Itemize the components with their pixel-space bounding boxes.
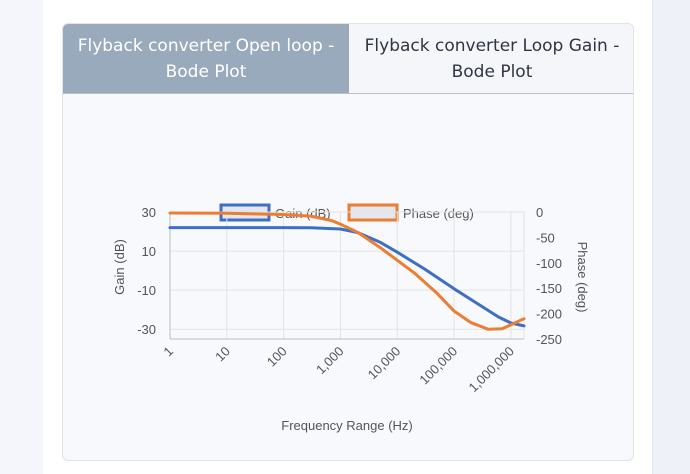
y-right-tick-label: -150 bbox=[536, 281, 562, 296]
right-sidebar-strip bbox=[652, 0, 690, 474]
x-tick-label: 10,000 bbox=[365, 344, 404, 383]
x-ticks: 1 10 100 1,000 10,000 100,000 1,000,000 bbox=[160, 344, 517, 396]
y-right-tick-label: -100 bbox=[536, 256, 562, 271]
x-tick-label: 100 bbox=[264, 344, 290, 370]
y-right-ticks: 0 -50 -100 -150 -200 -250 bbox=[536, 205, 562, 347]
x-tick-label: 1 bbox=[160, 344, 176, 360]
tab-loop-gain-bode[interactable]: Flyback converter Loop Gain - Bode Plot bbox=[349, 24, 633, 93]
y-right-axis-label: Phase (deg) bbox=[575, 242, 590, 313]
x-tick-label: 1,000 bbox=[313, 344, 347, 378]
x-tick-label: 100,000 bbox=[416, 344, 460, 388]
x-tick-label: 1,000,000 bbox=[466, 344, 518, 396]
bode-plot-card: Flyback converter Open loop - Bode Plot … bbox=[62, 23, 634, 461]
legend-item-phase[interactable]: Phase (deg) bbox=[347, 203, 474, 222]
y-left-tick-label: 30 bbox=[142, 205, 156, 220]
x-axis-label: Frequency Range (Hz) bbox=[281, 418, 413, 433]
x-tick-label: 10 bbox=[212, 344, 233, 365]
tab-label: Flyback converter Open loop - Bode Plot bbox=[77, 35, 335, 82]
phase-series-line bbox=[168, 211, 526, 331]
gain-series-line bbox=[168, 226, 526, 328]
bode-chart: Gain (dB) Phase (deg) 30 10 -10 -30 0 -50 -10… bbox=[112, 203, 590, 433]
series-lines bbox=[168, 211, 526, 331]
tab-open-loop-bode[interactable]: Flyback converter Open loop - Bode Plot bbox=[63, 24, 349, 93]
y-right-tick-label: -50 bbox=[536, 230, 555, 245]
y-right-tick-label: -200 bbox=[536, 307, 562, 322]
page-left-background bbox=[0, 0, 43, 474]
y-left-ticks: 30 10 -10 -30 bbox=[137, 205, 156, 337]
legend-label-phase: Phase (deg) bbox=[403, 206, 474, 221]
y-right-tick-label: 0 bbox=[536, 205, 543, 220]
chart-panel: Gain (dB) Phase (deg) 30 10 -10 -30 0 -50 -10… bbox=[63, 94, 633, 460]
y-left-tick-label: 10 bbox=[142, 244, 156, 259]
y-left-tick-label: -10 bbox=[137, 283, 156, 298]
tab-bar: Flyback converter Open loop - Bode Plot … bbox=[63, 24, 633, 94]
y-left-tick-label: -30 bbox=[137, 322, 156, 337]
y-right-tick-label: -250 bbox=[536, 332, 562, 347]
tab-label: Flyback converter Loop Gain - Bode Plot bbox=[364, 35, 620, 82]
y-left-axis-label: Gain (dB) bbox=[112, 239, 127, 295]
